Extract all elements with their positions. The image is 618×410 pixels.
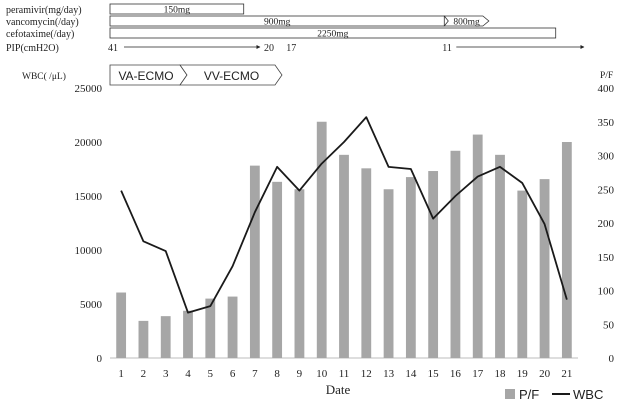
pip-label: PIP(cmH2O) [6,43,59,54]
legend: P/F WBC [505,387,603,402]
y-right-tick-label: 400 [598,83,615,95]
x-tick-label: 17 [472,368,484,380]
treatment-dose-label: 150mg [164,6,191,16]
treatment-label: cefotaxime(/day) [6,29,74,40]
vv-ecmo-box [179,64,283,86]
treatment-label: vancomycin(/day) [6,17,79,28]
pf-bar [116,292,127,358]
y-right-tick-label: 350 [598,117,615,129]
x-tick-label: 2 [141,368,147,380]
pf-bar [160,316,171,358]
treatment-dose-label: 2250mg [317,30,348,40]
right-axis-title: P/F [600,71,613,81]
y-left-tick-label: 15000 [75,191,103,203]
pf-bar [361,168,372,358]
pf-bar [405,177,416,358]
treatment-label: peramivir(mg/day) [6,5,82,16]
treatment-dose-label: 900mg [264,18,291,28]
y-left-tick-label: 0 [97,353,103,365]
x-tick-label: 11 [339,368,350,380]
va-ecmo-label: VA-ECMO [118,69,173,83]
y-right-tick-label: 0 [609,353,615,365]
x-tick-label: 20 [539,368,551,380]
x-tick-label: 9 [297,368,303,380]
legend-pf-label: P/F [519,387,539,402]
x-tick-label: 14 [405,368,417,380]
x-tick-label: 16 [450,368,462,380]
pf-bar [517,190,528,358]
x-tick-label: 12 [361,368,372,380]
x-tick-label: 21 [561,368,572,380]
y-left-tick-label: 20000 [75,137,103,149]
pf-bar [428,171,439,358]
wbc-line [120,116,568,314]
treatment-arrow-bar [443,15,490,27]
treatment-bar [109,15,445,27]
pf-bar [316,121,327,358]
x-tick-label: 5 [208,368,214,380]
pip-value: 20 [264,43,274,54]
x-tick-label: 18 [495,368,507,380]
x-axis-title: Date [326,382,351,397]
x-tick-label: 7 [252,368,258,380]
treatment-bar [109,3,245,15]
treatment-timeline: peramivir(mg/day) 150mg vancomycin(/day) 90… [6,3,585,54]
pip-value: 17 [286,43,296,54]
pf-bar [450,150,461,358]
y-right-tick-label: 200 [598,218,615,230]
treatment-dose-label: 800mg [453,18,480,28]
y-right-tick-label: 50 [603,319,615,331]
treatment-bar [109,27,557,39]
pf-bar [272,181,283,358]
x-tick-label: 10 [316,368,328,380]
x-tick-label: 15 [428,368,440,380]
left-axis-title: WBC( /μL) [22,71,66,82]
y-left-tick-label: 25000 [75,83,103,95]
y-right-tick-label: 300 [598,151,615,163]
pf-bars [116,121,572,358]
pf-bar [495,154,505,358]
pf-bar [183,310,193,358]
x-tick-label: 19 [517,368,529,380]
axes: 0 5000 10000 15000 20000 25000 0 50 100 150 200 250… [75,83,615,397]
vv-ecmo-label: VV-ECMO [204,69,259,83]
pip-value: 11 [442,43,452,54]
x-tick-label: 3 [163,368,169,380]
x-tick-label: 4 [185,368,191,380]
legend-pf-swatch [505,389,515,399]
wbc-line-series [120,116,568,314]
legend-wbc-label: WBC [573,387,603,402]
x-tick-label: 8 [274,368,280,380]
pf-bar [227,296,238,358]
y-left-tick-label: 5000 [80,299,103,311]
pf-bar [561,142,572,358]
y-right-tick-label: 250 [598,184,615,196]
x-tick-label: 6 [230,368,236,380]
pf-bar [539,179,550,358]
y-right-tick-label: 100 [598,286,615,298]
pf-bar [205,298,216,358]
pf-bar [339,154,349,358]
pip-value: 41 [108,43,118,54]
pf-bar [249,165,260,358]
x-tick-label: 1 [118,368,124,380]
ecmo-timeline: WBC( /μL) VA-ECMO VV-ECMO P/F [22,64,613,86]
pf-bar [472,134,483,358]
pf-bar [294,189,305,358]
y-left-tick-label: 10000 [75,245,103,257]
y-right-tick-label: 150 [598,252,615,264]
pf-bar [383,189,394,358]
x-tick-label: 13 [383,368,395,380]
pf-bar [138,320,149,358]
